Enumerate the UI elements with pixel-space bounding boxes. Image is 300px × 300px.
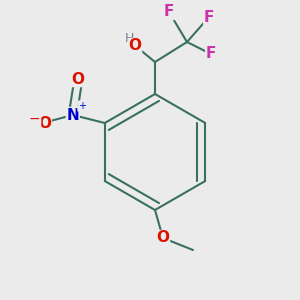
- Text: O: O: [157, 230, 169, 245]
- Text: F: F: [164, 4, 174, 20]
- Text: H: H: [124, 32, 134, 46]
- Text: +: +: [78, 101, 86, 111]
- Text: F: F: [204, 10, 214, 25]
- Text: −: −: [29, 112, 40, 126]
- Text: N: N: [66, 107, 79, 122]
- Text: O: O: [38, 116, 51, 130]
- Text: F: F: [206, 46, 216, 62]
- Text: O: O: [71, 71, 84, 86]
- Text: O: O: [128, 38, 142, 53]
